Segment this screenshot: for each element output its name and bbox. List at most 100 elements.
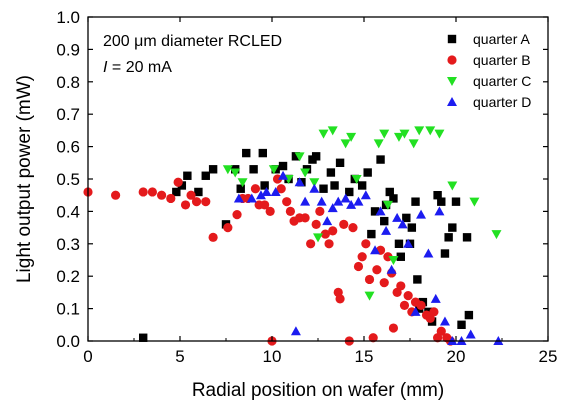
data-point — [300, 213, 310, 223]
data-point — [346, 199, 357, 209]
data-point — [340, 193, 351, 203]
data-point — [285, 206, 295, 216]
data-point — [268, 165, 279, 175]
data-point — [324, 239, 334, 249]
legend: quarter A quarter B quarter C quarter D — [447, 31, 531, 110]
annotation-line-1: 200 μm diameter RCLED — [103, 33, 282, 50]
y-tick-label: 0.8 — [56, 73, 80, 92]
legend-marker — [447, 34, 457, 44]
data-point — [236, 184, 245, 193]
data-point — [491, 230, 502, 240]
series-quarter-A — [139, 148, 474, 342]
data-point — [318, 129, 329, 139]
data-point — [353, 261, 364, 272]
y-tick-label: 0.4 — [56, 202, 80, 221]
data-point — [360, 190, 371, 200]
data-point — [410, 306, 421, 316]
data-point — [370, 207, 380, 216]
data-point — [222, 165, 233, 175]
y-tick-label: 0.3 — [56, 235, 80, 254]
data-point — [425, 126, 436, 136]
data-point — [375, 206, 386, 216]
data-point — [313, 233, 323, 243]
data-point — [433, 191, 442, 200]
data-point — [464, 310, 474, 320]
data-point — [388, 323, 399, 333]
x-axis-title: Radial position on wafer (mm) — [192, 380, 444, 401]
data-points — [83, 126, 504, 346]
y-tick-label: 0.6 — [56, 138, 80, 157]
x-tick-label: 25 — [539, 347, 558, 366]
data-point — [394, 239, 404, 248]
data-point — [223, 223, 233, 233]
data-point — [315, 206, 325, 216]
legend-marker — [447, 55, 457, 65]
data-point — [201, 171, 210, 180]
data-point — [437, 197, 446, 206]
data-point — [370, 245, 381, 255]
data-point — [399, 129, 410, 139]
data-point — [183, 171, 192, 180]
data-point — [139, 333, 148, 342]
series-quarter-C — [222, 126, 502, 301]
chart-annotation: 200 μm diameter RCLED I = 20 mA — [103, 33, 282, 76]
data-point — [326, 168, 336, 177]
data-point — [237, 178, 248, 188]
data-point — [294, 152, 305, 162]
data-point — [392, 212, 403, 222]
data-point — [388, 256, 399, 265]
data-point — [361, 239, 371, 249]
x-tick-label: 20 — [447, 347, 466, 366]
data-point — [276, 184, 286, 194]
data-point — [403, 291, 413, 301]
data-point — [396, 252, 405, 261]
data-point — [346, 132, 357, 142]
data-point — [330, 181, 339, 190]
y-axis-title: Light output power (mW) — [14, 75, 35, 283]
data-point — [393, 132, 404, 142]
data-point — [381, 225, 392, 235]
data-point — [340, 139, 351, 149]
axis-ticks: 0 5 10 15 20 25 0.0 0.1 0.2 0.3 0.4 0.5 0.6 0.7 0.8 0.9… — [56, 8, 557, 366]
data-point — [380, 216, 389, 226]
data-point — [250, 184, 261, 194]
data-point — [191, 197, 202, 207]
data-point — [469, 197, 480, 207]
data-point — [333, 196, 344, 206]
data-point — [186, 190, 196, 200]
data-point — [320, 229, 330, 239]
data-point — [282, 197, 292, 207]
data-point — [447, 181, 458, 191]
data-point — [173, 177, 183, 187]
data-point — [357, 252, 367, 262]
x-tick-label: 0 — [83, 347, 92, 366]
data-point — [403, 238, 414, 248]
data-point — [348, 223, 358, 233]
data-point — [232, 210, 242, 220]
data-point — [249, 165, 258, 174]
data-point — [327, 126, 338, 136]
data-point — [364, 274, 375, 285]
data-point — [439, 316, 450, 326]
x-tick-label: 5 — [175, 347, 184, 366]
data-point — [372, 265, 382, 275]
annotation-line-2: I = 20 mA — [103, 59, 172, 76]
data-point — [408, 139, 419, 149]
data-point — [457, 320, 466, 329]
data-point — [382, 200, 393, 210]
data-point — [465, 329, 476, 339]
data-point — [201, 197, 211, 207]
data-point — [328, 226, 338, 236]
annotation-current-symbol: I — [103, 59, 108, 76]
data-point — [290, 326, 301, 336]
data-point — [444, 233, 453, 242]
data-point — [335, 158, 345, 167]
data-point — [309, 178, 320, 188]
annotation-current-value: = 20 mA — [107, 59, 172, 76]
data-point — [345, 187, 354, 197]
data-point — [242, 148, 251, 158]
data-point — [373, 139, 384, 149]
x-tick-label: 10 — [263, 347, 282, 366]
